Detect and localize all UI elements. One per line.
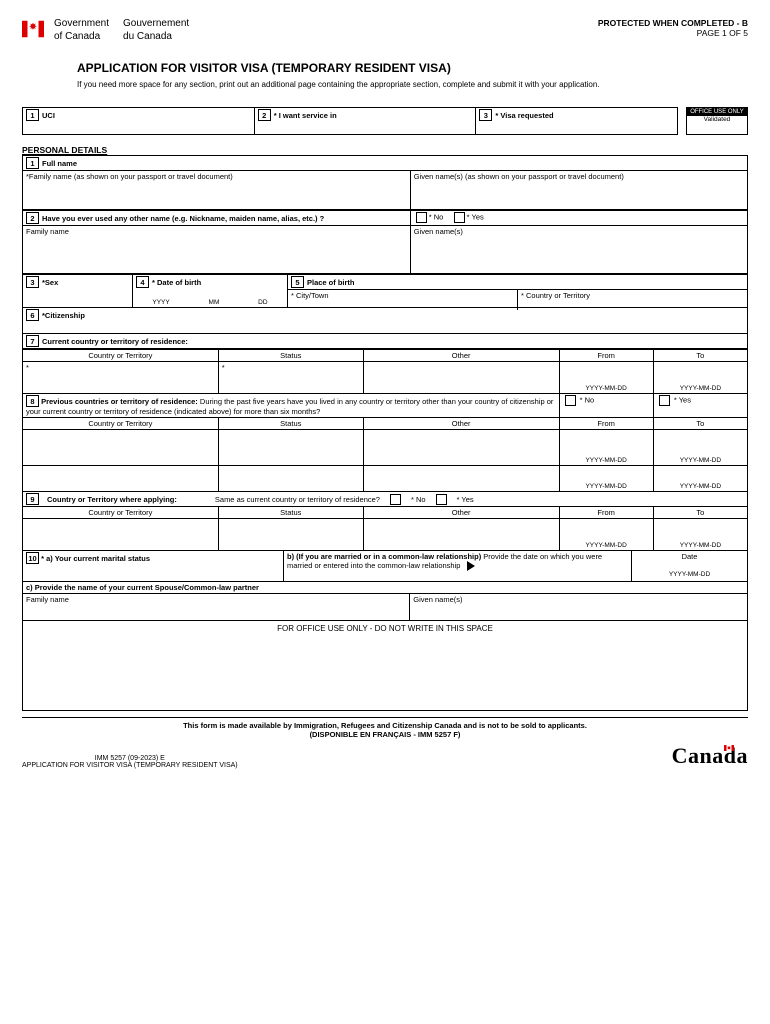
gov-french: Gouvernement du Canada (123, 18, 189, 43)
q9-table: Country or TerritoryStatusOtherFromTo YY… (22, 507, 748, 551)
q10-marital: 10 * a) Your current marital status b) (… (22, 551, 748, 621)
page-title: APPLICATION FOR VISITOR VISA (TEMPORARY … (77, 61, 748, 75)
q1-fullname: 1Full name (22, 155, 748, 170)
q8-previous: 8 Previous countries or territory of res… (22, 394, 748, 418)
page-footer: This form is made available by Immigrati… (22, 717, 748, 769)
q8-yes-checkbox[interactable] (659, 395, 670, 406)
protected-marking: PROTECTED WHEN COMPLETED - B PAGE 1 OF 5 (598, 18, 748, 38)
wordmark-flag-icon (724, 745, 734, 752)
q7-table: Country or TerritoryStatusOtherFromTo **… (22, 349, 748, 394)
q2-no-checkbox[interactable] (416, 212, 427, 223)
q6-citizenship: 6*Citizenship (22, 308, 748, 334)
office-use-box: OFFICE USE ONLY Validated (686, 107, 748, 135)
arrow-right-icon (467, 561, 475, 571)
canada-wordmark: Canada (672, 743, 748, 769)
q2-othername: 2Have you ever used any other name (e.g.… (22, 210, 748, 226)
q9-yes-checkbox[interactable] (436, 494, 447, 505)
gov-english: Government of Canada (54, 18, 109, 43)
page-subtitle: If you need more space for any section, … (77, 80, 748, 89)
q2-yes-checkbox[interactable] (454, 212, 465, 223)
q8-table: Country or TerritoryStatusOtherFromTo YY… (22, 418, 748, 492)
q8-no-checkbox[interactable] (565, 395, 576, 406)
canada-flag-icon (22, 18, 44, 40)
government-signature: Government of Canada Gouvernement du Can… (22, 18, 189, 43)
q9-no-checkbox[interactable] (390, 494, 401, 505)
q3-5-row: 3*Sex 4* Date of birth YYYYMMDD 5Place o… (22, 274, 748, 308)
page-header: Government of Canada Gouvernement du Can… (22, 18, 748, 43)
q7-residence: 7Current country or territory of residen… (22, 334, 748, 349)
top-fields-row: 1UCI 2* I want service in 3* Visa reques… (22, 107, 748, 135)
office-use-strip: FOR OFFICE USE ONLY - DO NOT WRITE IN TH… (22, 621, 748, 711)
q9-applying: 9 Country or Territory where applying: S… (22, 492, 748, 507)
section-personal-details: PERSONAL DETAILS (22, 145, 748, 155)
